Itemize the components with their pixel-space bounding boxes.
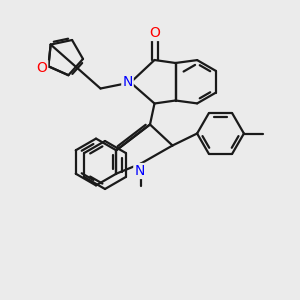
- Text: N: N: [122, 76, 133, 89]
- Text: N: N: [134, 164, 145, 178]
- Text: O: O: [149, 26, 160, 40]
- Text: O: O: [36, 61, 47, 75]
